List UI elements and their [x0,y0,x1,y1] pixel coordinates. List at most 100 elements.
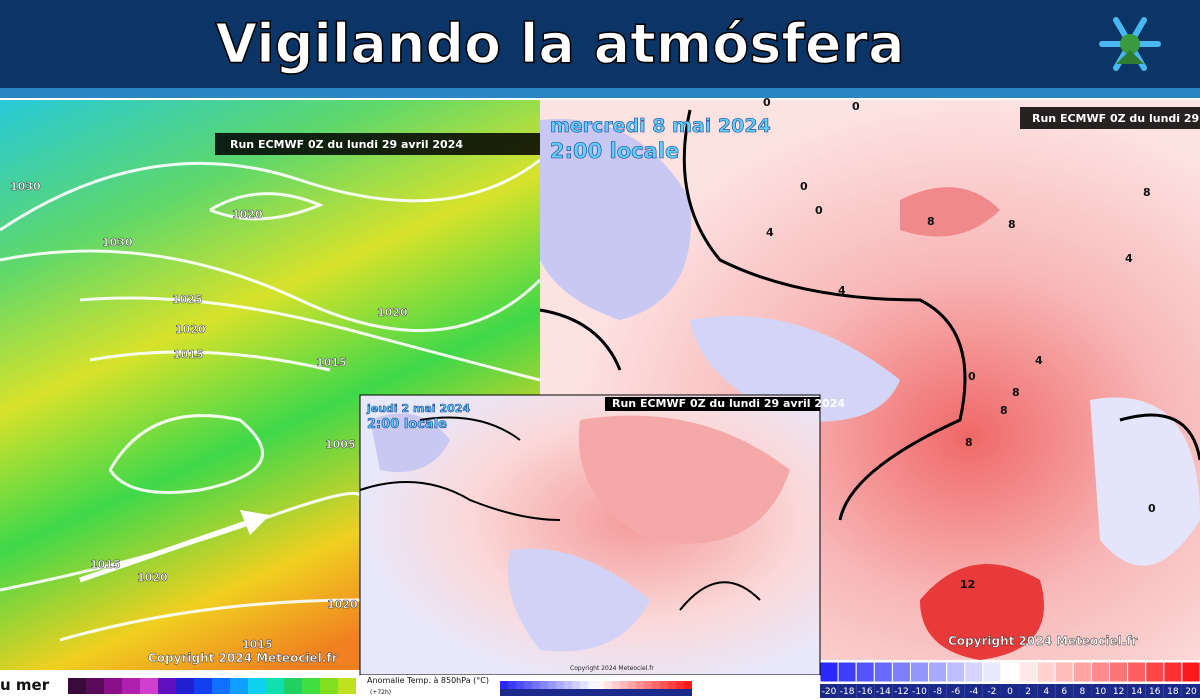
scale-cell [668,681,676,689]
scale-label-bg [1127,684,1146,698]
contour-label: 4 [766,226,774,239]
page-title: Vigilando la atmósfera [215,13,904,76]
scale-cell [964,661,984,683]
scale-cell [524,681,532,689]
scale-label: -12 [894,687,909,697]
scale-cell [540,681,548,689]
scale-cell [320,678,338,694]
scale-label-bg [1091,684,1110,698]
legend-title: Anomalie Temp. à 850hPa (°C) [367,676,489,685]
scale-label: -2 [987,687,996,697]
copyright: Copyright 2024 Meteociel.fr [148,651,338,665]
contour-label: 4 [838,284,846,297]
scale-cell [982,661,1002,683]
scale-cell [596,681,604,689]
scale-cell [628,681,636,689]
scale-cell [1018,661,1038,683]
scale-cell [684,681,692,689]
isobar-label: 1020 [175,323,206,336]
run-label: Run ECMWF 0Z du lundi 29 avril 2024 [612,397,845,410]
scale-cell [86,678,104,694]
isobar-label: 1030 [102,236,133,249]
scale-cell [855,661,875,683]
contour-label: 8 [1000,404,1008,417]
forecast-step: (+72h) [370,689,391,696]
scale-cell [248,678,266,694]
scale-cell [266,678,284,694]
header-bar [0,0,1200,88]
scale-label: 20 [1185,687,1197,697]
isobar-label: 1020 [377,306,408,319]
scale-label-bg [1019,684,1038,698]
scale-label-bg [856,684,875,698]
scale-cell [68,678,86,694]
scale-label: -14 [876,687,891,697]
isobar-label: 1015 [90,558,121,571]
scale-cell [612,681,620,689]
contour-label: 8 [927,215,935,228]
scale-label: 14 [1131,687,1143,697]
scale-cell [946,661,966,683]
date-label: mercredi 8 mai 2024 [550,115,771,137]
date-label: jeudi 2 mai 2024 [366,402,470,415]
run-label: Run ECMWF 0Z du lundi 29 [1032,112,1199,125]
scale-cell [928,661,948,683]
scale-label: 8 [1080,687,1086,697]
header-stripe [0,88,1200,98]
scale-cell [532,681,540,689]
contour-label: 8 [965,436,973,449]
scale-cell [1036,661,1056,683]
isobar-label: 1020 [232,208,263,221]
isobar-label: 1025 [172,293,203,306]
scale-label: -10 [912,687,927,697]
scale-cell [1145,661,1165,683]
scale-label: 18 [1167,687,1179,697]
scale-label-bg [500,689,692,696]
scale-cell [302,678,320,694]
scale-cell [1163,661,1183,683]
scale-label-bg [1037,684,1056,698]
copyright: Copyright 2024 Meteociel.fr [948,634,1138,648]
contour-label: 8 [1012,386,1020,399]
scale-cell [194,678,212,694]
scale-label-bg [964,684,983,698]
scale-cell [1090,661,1111,683]
contour-label: 12 [960,578,975,591]
scale-label: 2 [1025,687,1031,697]
scale-cell [338,678,356,694]
scale-cell [660,681,668,689]
scale-cell [564,681,572,689]
scale-label: 16 [1149,687,1161,697]
scale-label-bg [838,684,857,698]
scale-cell [284,678,302,694]
scale-cell [158,678,176,694]
logo [1099,17,1161,71]
scale-cell [588,681,596,689]
scale-label: -16 [858,687,873,697]
isobar-label: 1020 [137,571,168,584]
scale-cell [556,681,564,689]
scale-label-bg [1000,684,1020,698]
scale-cell [580,681,588,689]
scale-label-bg [1109,684,1128,698]
scale-label-bg [982,684,1001,698]
scale-cell [652,681,660,689]
scale-label-bg [1163,684,1182,698]
scale-label: -8 [933,687,942,697]
scale-cell [176,678,194,694]
contour-label: 0 [1148,502,1156,515]
scale-label: 10 [1095,687,1107,697]
contour-label: 0 [815,204,823,217]
scale-label: -18 [840,687,855,697]
scale-label-bg [1073,684,1092,698]
scale-label: 0 [1007,687,1013,697]
contour-label: 0 [763,96,771,109]
scale-label-bg [910,684,929,698]
scale-cell [1109,661,1129,683]
scale-cell [891,661,911,683]
scale-label: -4 [969,687,978,697]
contour-label: 0 [800,180,808,193]
scale-label-bg [1181,684,1200,698]
contour-label: 0 [968,370,976,383]
